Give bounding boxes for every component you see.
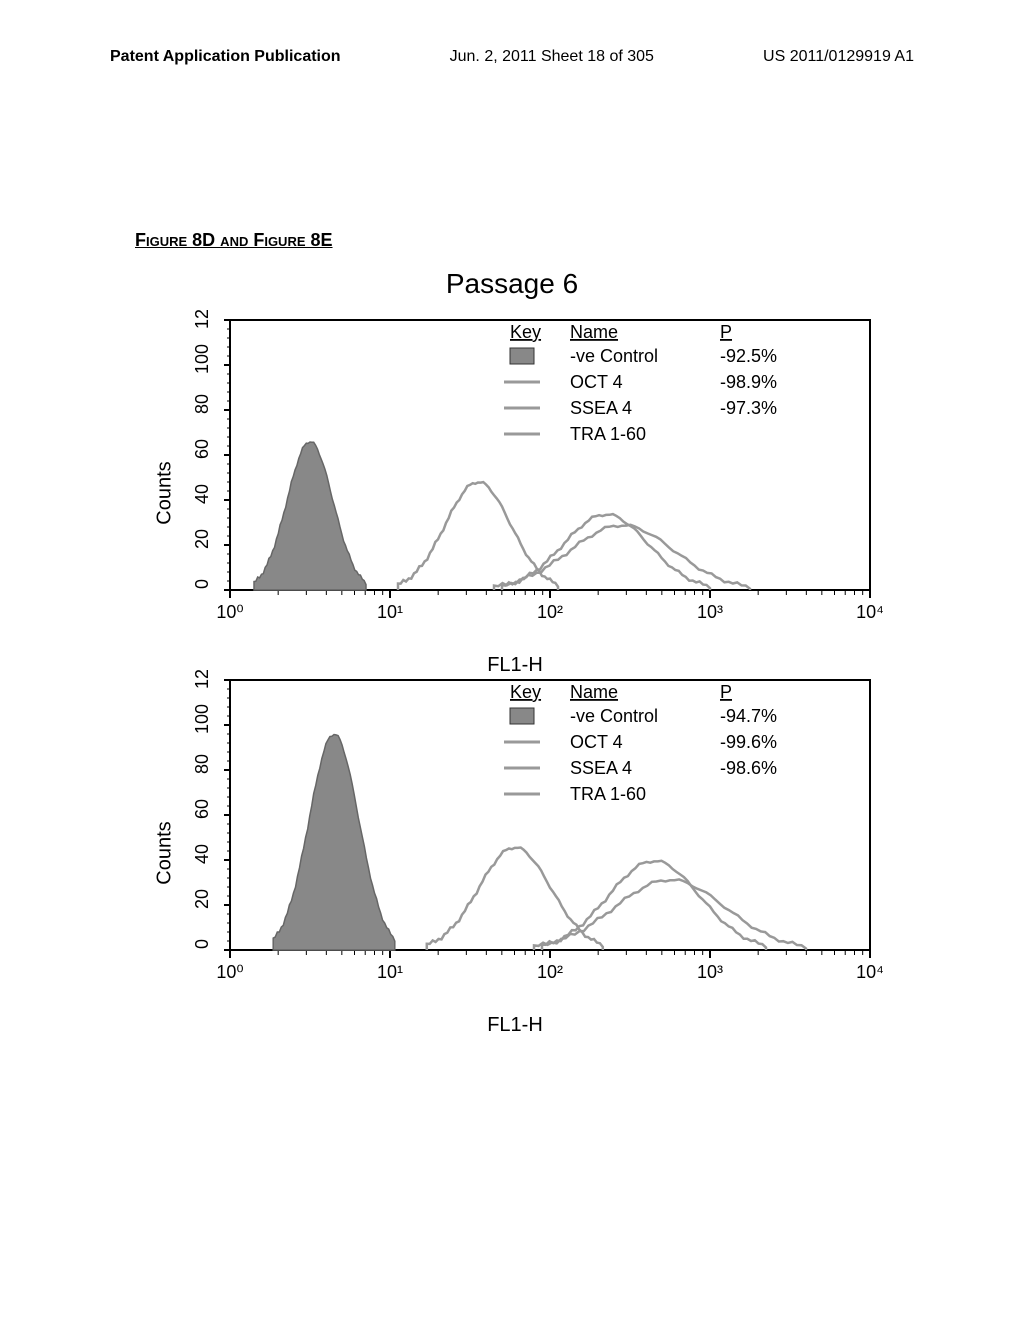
svg-text:Name: Name bbox=[570, 682, 618, 702]
y-axis-label: Counts bbox=[154, 821, 177, 884]
page-header: Patent Application Publication Jun. 2, 2… bbox=[0, 48, 1024, 66]
svg-text:Key: Key bbox=[510, 322, 541, 342]
svg-text:10²: 10² bbox=[537, 962, 563, 982]
svg-text:10³: 10³ bbox=[697, 962, 723, 982]
svg-text:Key: Key bbox=[510, 682, 541, 702]
svg-text:120: 120 bbox=[192, 310, 212, 329]
svg-text:TRA 1-60: TRA 1-60 bbox=[570, 424, 646, 444]
svg-text:OCT 4: OCT 4 bbox=[570, 372, 623, 392]
svg-text:-94.7%: -94.7% bbox=[720, 706, 777, 726]
svg-text:10¹: 10¹ bbox=[377, 602, 403, 622]
header-publication: Patent Application Publication bbox=[110, 48, 341, 66]
svg-text:80: 80 bbox=[192, 754, 212, 774]
chart-svg-d: 0 20 40 60 80 100 120 10⁰ 10¹ 10² 10³ 10⁴ Key Name P -v… bbox=[130, 310, 900, 670]
svg-text:P: P bbox=[720, 682, 732, 702]
svg-text:10⁰: 10⁰ bbox=[216, 602, 243, 622]
svg-text:10⁰: 10⁰ bbox=[216, 962, 243, 982]
svg-text:100: 100 bbox=[192, 704, 212, 734]
svg-text:SSEA 4: SSEA 4 bbox=[570, 758, 632, 778]
svg-text:Name: Name bbox=[570, 322, 618, 342]
svg-text:-98.9%: -98.9% bbox=[720, 372, 777, 392]
svg-text:10¹: 10¹ bbox=[377, 962, 403, 982]
histogram-chart-d: Counts 0 20 40 60 80 100 120 10⁰ 10¹ 10² 10³ 10⁴ Key… bbox=[130, 310, 900, 675]
figure-label: Figure 8D and Figure 8E bbox=[135, 230, 333, 251]
svg-text:40: 40 bbox=[192, 484, 212, 504]
svg-text:TRA 1-60: TRA 1-60 bbox=[570, 784, 646, 804]
svg-text:-99.6%: -99.6% bbox=[720, 732, 777, 752]
svg-text:120: 120 bbox=[192, 670, 212, 689]
histogram-chart-e: Counts 0 20 40 60 80 100 120 10⁰ 10¹ 10² 10³ 10⁴ Key… bbox=[130, 670, 900, 1035]
svg-text:10⁴: 10⁴ bbox=[856, 962, 884, 982]
svg-text:60: 60 bbox=[192, 799, 212, 819]
svg-text:20: 20 bbox=[192, 529, 212, 549]
svg-text:P: P bbox=[720, 322, 732, 342]
svg-text:-ve Control: -ve Control bbox=[570, 346, 658, 366]
header-patent-number: US 2011/0129919 A1 bbox=[763, 48, 914, 66]
svg-text:OCT 4: OCT 4 bbox=[570, 732, 623, 752]
svg-text:10⁴: 10⁴ bbox=[856, 602, 884, 622]
svg-text:SSEA 4: SSEA 4 bbox=[570, 398, 632, 418]
y-axis-label: Counts bbox=[154, 461, 177, 524]
svg-text:10³: 10³ bbox=[697, 602, 723, 622]
svg-text:-98.6%: -98.6% bbox=[720, 758, 777, 778]
svg-text:-92.5%: -92.5% bbox=[720, 346, 777, 366]
svg-text:10²: 10² bbox=[537, 602, 563, 622]
svg-text:40: 40 bbox=[192, 844, 212, 864]
x-axis-label: FL1-H bbox=[487, 1014, 543, 1037]
svg-text:0: 0 bbox=[192, 579, 212, 589]
header-sheet: Jun. 2, 2011 Sheet 18 of 305 bbox=[450, 48, 654, 66]
svg-text:60: 60 bbox=[192, 439, 212, 459]
chart-title: Passage 6 bbox=[0, 268, 1024, 300]
svg-text:100: 100 bbox=[192, 344, 212, 374]
chart-svg-e: 0 20 40 60 80 100 120 10⁰ 10¹ 10² 10³ 10⁴ Key Name P -v… bbox=[130, 670, 900, 1030]
svg-text:-ve Control: -ve Control bbox=[570, 706, 658, 726]
svg-text:80: 80 bbox=[192, 394, 212, 414]
svg-text:-97.3%: -97.3% bbox=[720, 398, 777, 418]
svg-text:0: 0 bbox=[192, 939, 212, 949]
svg-text:20: 20 bbox=[192, 889, 212, 909]
